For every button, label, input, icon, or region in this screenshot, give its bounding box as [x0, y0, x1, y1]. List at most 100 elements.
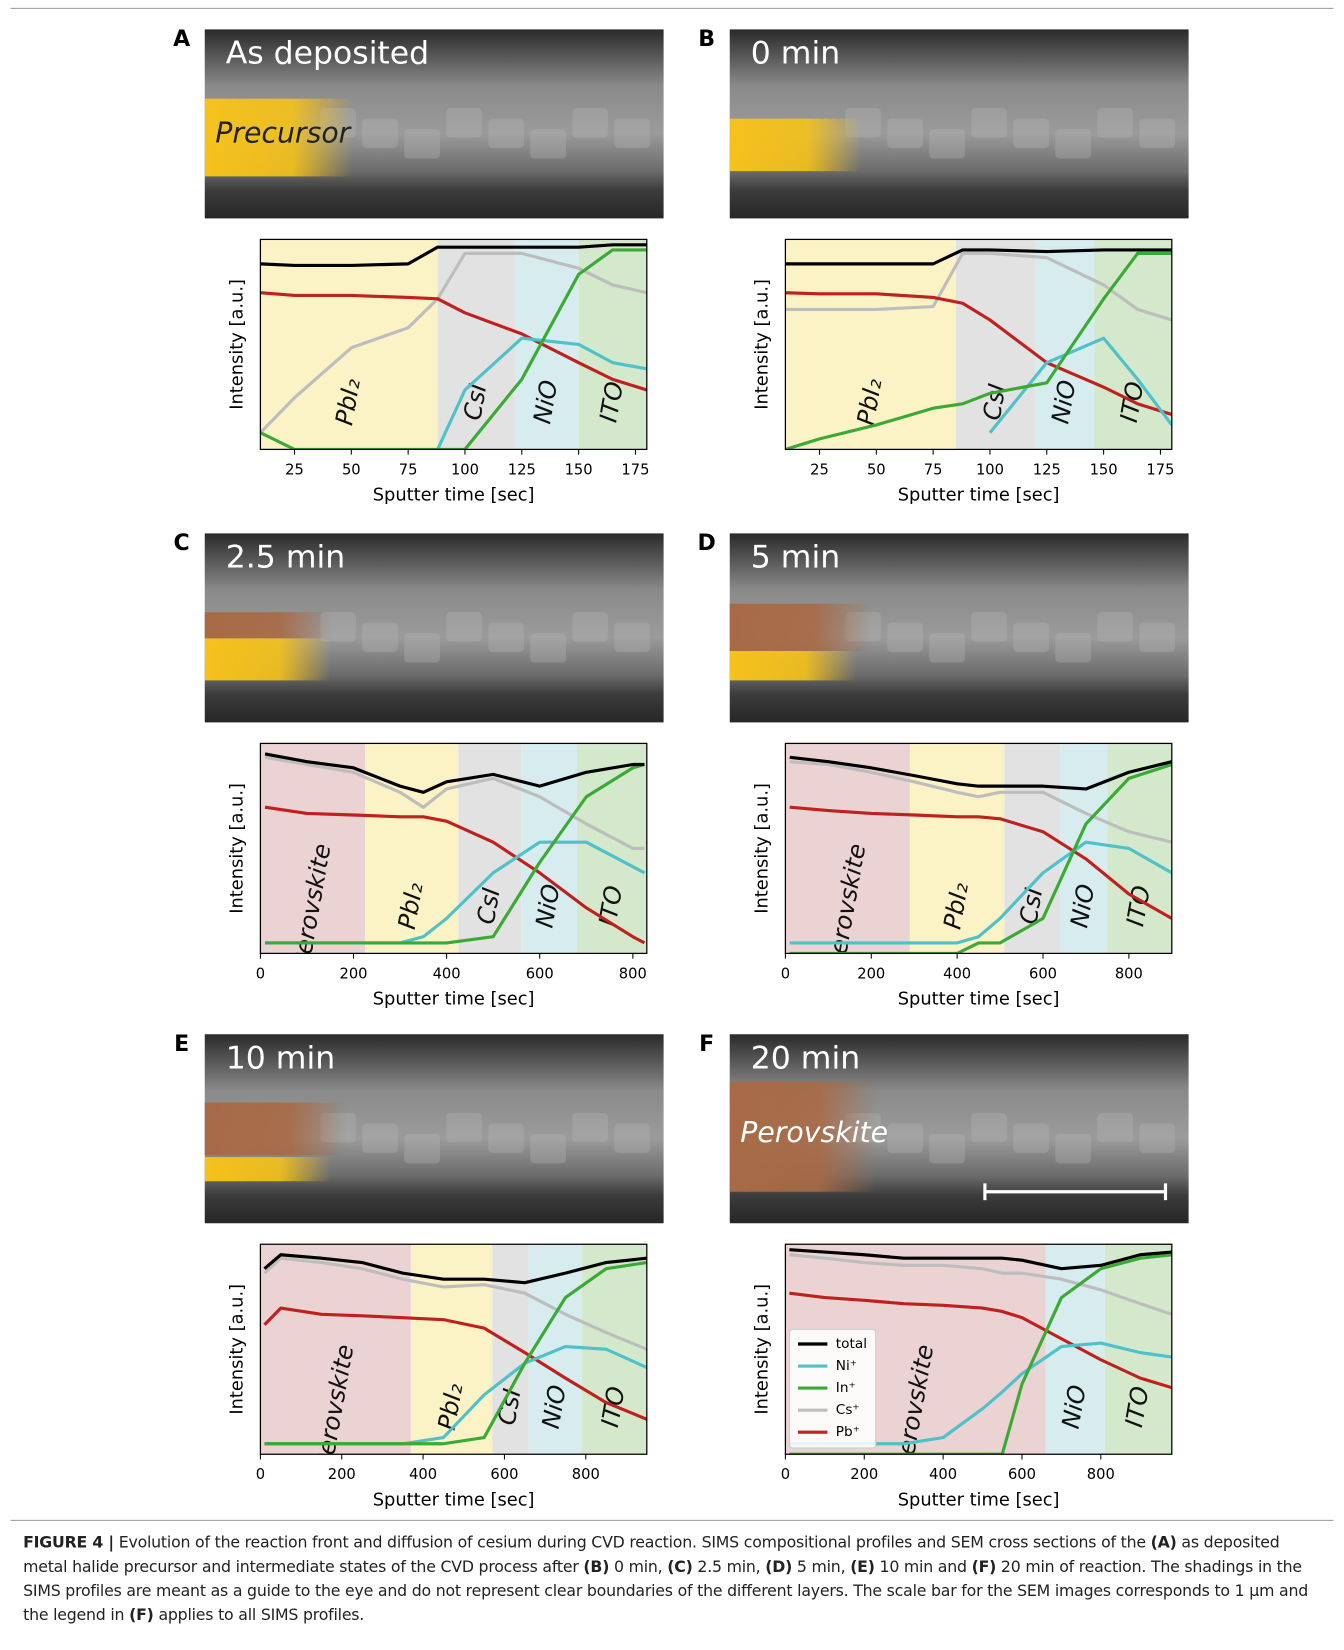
x-tick-label: 400: [929, 1466, 957, 1483]
image-label: 20 min: [751, 1040, 860, 1076]
panel-letter: E: [174, 1032, 189, 1057]
plot-area: PerovskitePbI₂CsINiOITO: [260, 743, 646, 970]
x-axis-label: Sputter time [sec]: [373, 1489, 535, 1510]
x-tick-label: 600: [1029, 965, 1057, 982]
x-tick-label: 600: [490, 1466, 518, 1483]
panel: D5 minPerovskitePbI₂CsINiOITO02004006008…: [697, 531, 1188, 1010]
sem-grain: [614, 119, 650, 148]
image-label: 0 min: [751, 36, 840, 72]
caption-ref: (F): [129, 1605, 154, 1624]
y-axis-label: Intensity [a.u.]: [226, 1284, 247, 1415]
sem-grain: [1139, 119, 1175, 148]
caption-text: 2.5 min,: [693, 1557, 766, 1576]
sem-grain: [971, 108, 1007, 137]
sem-grain: [404, 633, 440, 662]
x-tick-label: 800: [1087, 1466, 1115, 1483]
image-label: 10 min: [226, 1040, 335, 1076]
x-axis-label: Sputter time [sec]: [898, 1489, 1060, 1510]
sem-grain: [572, 612, 608, 641]
caption-ref: (F): [972, 1557, 997, 1576]
x-tick-label: 400: [433, 965, 461, 982]
layer-overlay: [205, 638, 331, 680]
sem-grain: [887, 1124, 923, 1153]
x-tick-label: 100: [451, 461, 479, 478]
sem-grain: [572, 1113, 608, 1142]
sem-grain: [362, 119, 398, 148]
image-overlay-label: Precursor: [215, 116, 352, 149]
sem-grain: [1013, 1124, 1049, 1153]
panel-letter: F: [699, 1032, 714, 1057]
layer-overlay: [205, 1157, 331, 1181]
sem-grain: [572, 108, 608, 137]
panel: B0 minPbI₂CsINiOITO255075100125150175Spu…: [698, 27, 1188, 506]
x-tick-label: 0: [781, 965, 790, 982]
sem-grain: [887, 119, 923, 148]
layer-overlay: [205, 612, 331, 638]
x-tick-label: 125: [1033, 461, 1061, 478]
panel-letter: B: [698, 27, 715, 52]
x-tick-label: 125: [508, 461, 536, 478]
x-tick-label: 800: [572, 1466, 600, 1483]
sem-grain: [1097, 612, 1133, 641]
sem-grain: [1055, 129, 1091, 158]
layer-overlay: [730, 604, 872, 651]
x-tick-label: 200: [328, 1466, 356, 1483]
image-label: 2.5 min: [226, 540, 345, 576]
caption-text: Evolution of the reaction front and diff…: [119, 1533, 1151, 1552]
x-tick-label: 400: [943, 965, 971, 982]
panel-letter: C: [174, 531, 190, 556]
sem-grain: [488, 623, 524, 652]
sem-grain: [614, 623, 650, 652]
x-tick-label: 175: [1146, 461, 1174, 478]
sem-grain: [530, 129, 566, 158]
y-axis-label: Intensity [a.u.]: [226, 279, 247, 410]
x-axis-label: Sputter time [sec]: [898, 485, 1060, 506]
x-tick-label: 200: [850, 1466, 878, 1483]
sem-grain: [362, 623, 398, 652]
figure: AAs depositedPrecursorPbI₂CsINiOITO25507…: [0, 0, 1344, 1650]
image-label: 5 min: [751, 540, 840, 576]
x-tick-label: 75: [924, 461, 943, 478]
panel-letter: D: [697, 531, 715, 556]
x-tick-label: 800: [1115, 965, 1143, 982]
panel: AAs depositedPrecursorPbI₂CsINiOITO25507…: [173, 27, 663, 506]
x-axis-label: Sputter time [sec]: [373, 485, 535, 506]
legend-label: Ni⁺: [836, 1358, 857, 1374]
sem-grain: [614, 1124, 650, 1153]
legend-label: In⁺: [836, 1380, 856, 1396]
sem-grain: [530, 633, 566, 662]
legend-label: Cs⁺: [836, 1402, 860, 1418]
sem-grain: [446, 612, 482, 641]
sem-grain: [446, 108, 482, 137]
image-label: As deposited: [226, 36, 429, 72]
x-axis-label: Sputter time [sec]: [898, 989, 1060, 1010]
caption-text: 0 min,: [609, 1557, 667, 1576]
caption-ref: (E): [850, 1557, 875, 1576]
y-axis-label: Intensity [a.u.]: [751, 783, 772, 914]
x-tick-label: 150: [1090, 461, 1118, 478]
layer-overlay: [205, 1103, 347, 1156]
y-axis-label: Intensity [a.u.]: [226, 783, 247, 914]
caption: FIGURE 4 | Evolution of the reaction fro…: [23, 1531, 1321, 1628]
x-tick-label: 25: [810, 461, 829, 478]
legend-label: total: [836, 1336, 867, 1352]
x-tick-label: 400: [409, 1466, 437, 1483]
sem-grain: [929, 633, 965, 662]
x-tick-label: 25: [285, 461, 304, 478]
caption-ref: (B): [583, 1557, 609, 1576]
x-tick-label: 150: [565, 461, 593, 478]
caption-label: FIGURE 4 |: [23, 1533, 114, 1552]
x-tick-label: 0: [256, 1466, 265, 1483]
sem-grain: [1097, 1113, 1133, 1142]
sem-grain: [1139, 623, 1175, 652]
sem-grain: [1139, 1124, 1175, 1153]
sem-grain: [1055, 1134, 1091, 1163]
sem-grain: [1013, 119, 1049, 148]
x-tick-label: 200: [339, 965, 367, 982]
sem-grain: [971, 1113, 1007, 1142]
